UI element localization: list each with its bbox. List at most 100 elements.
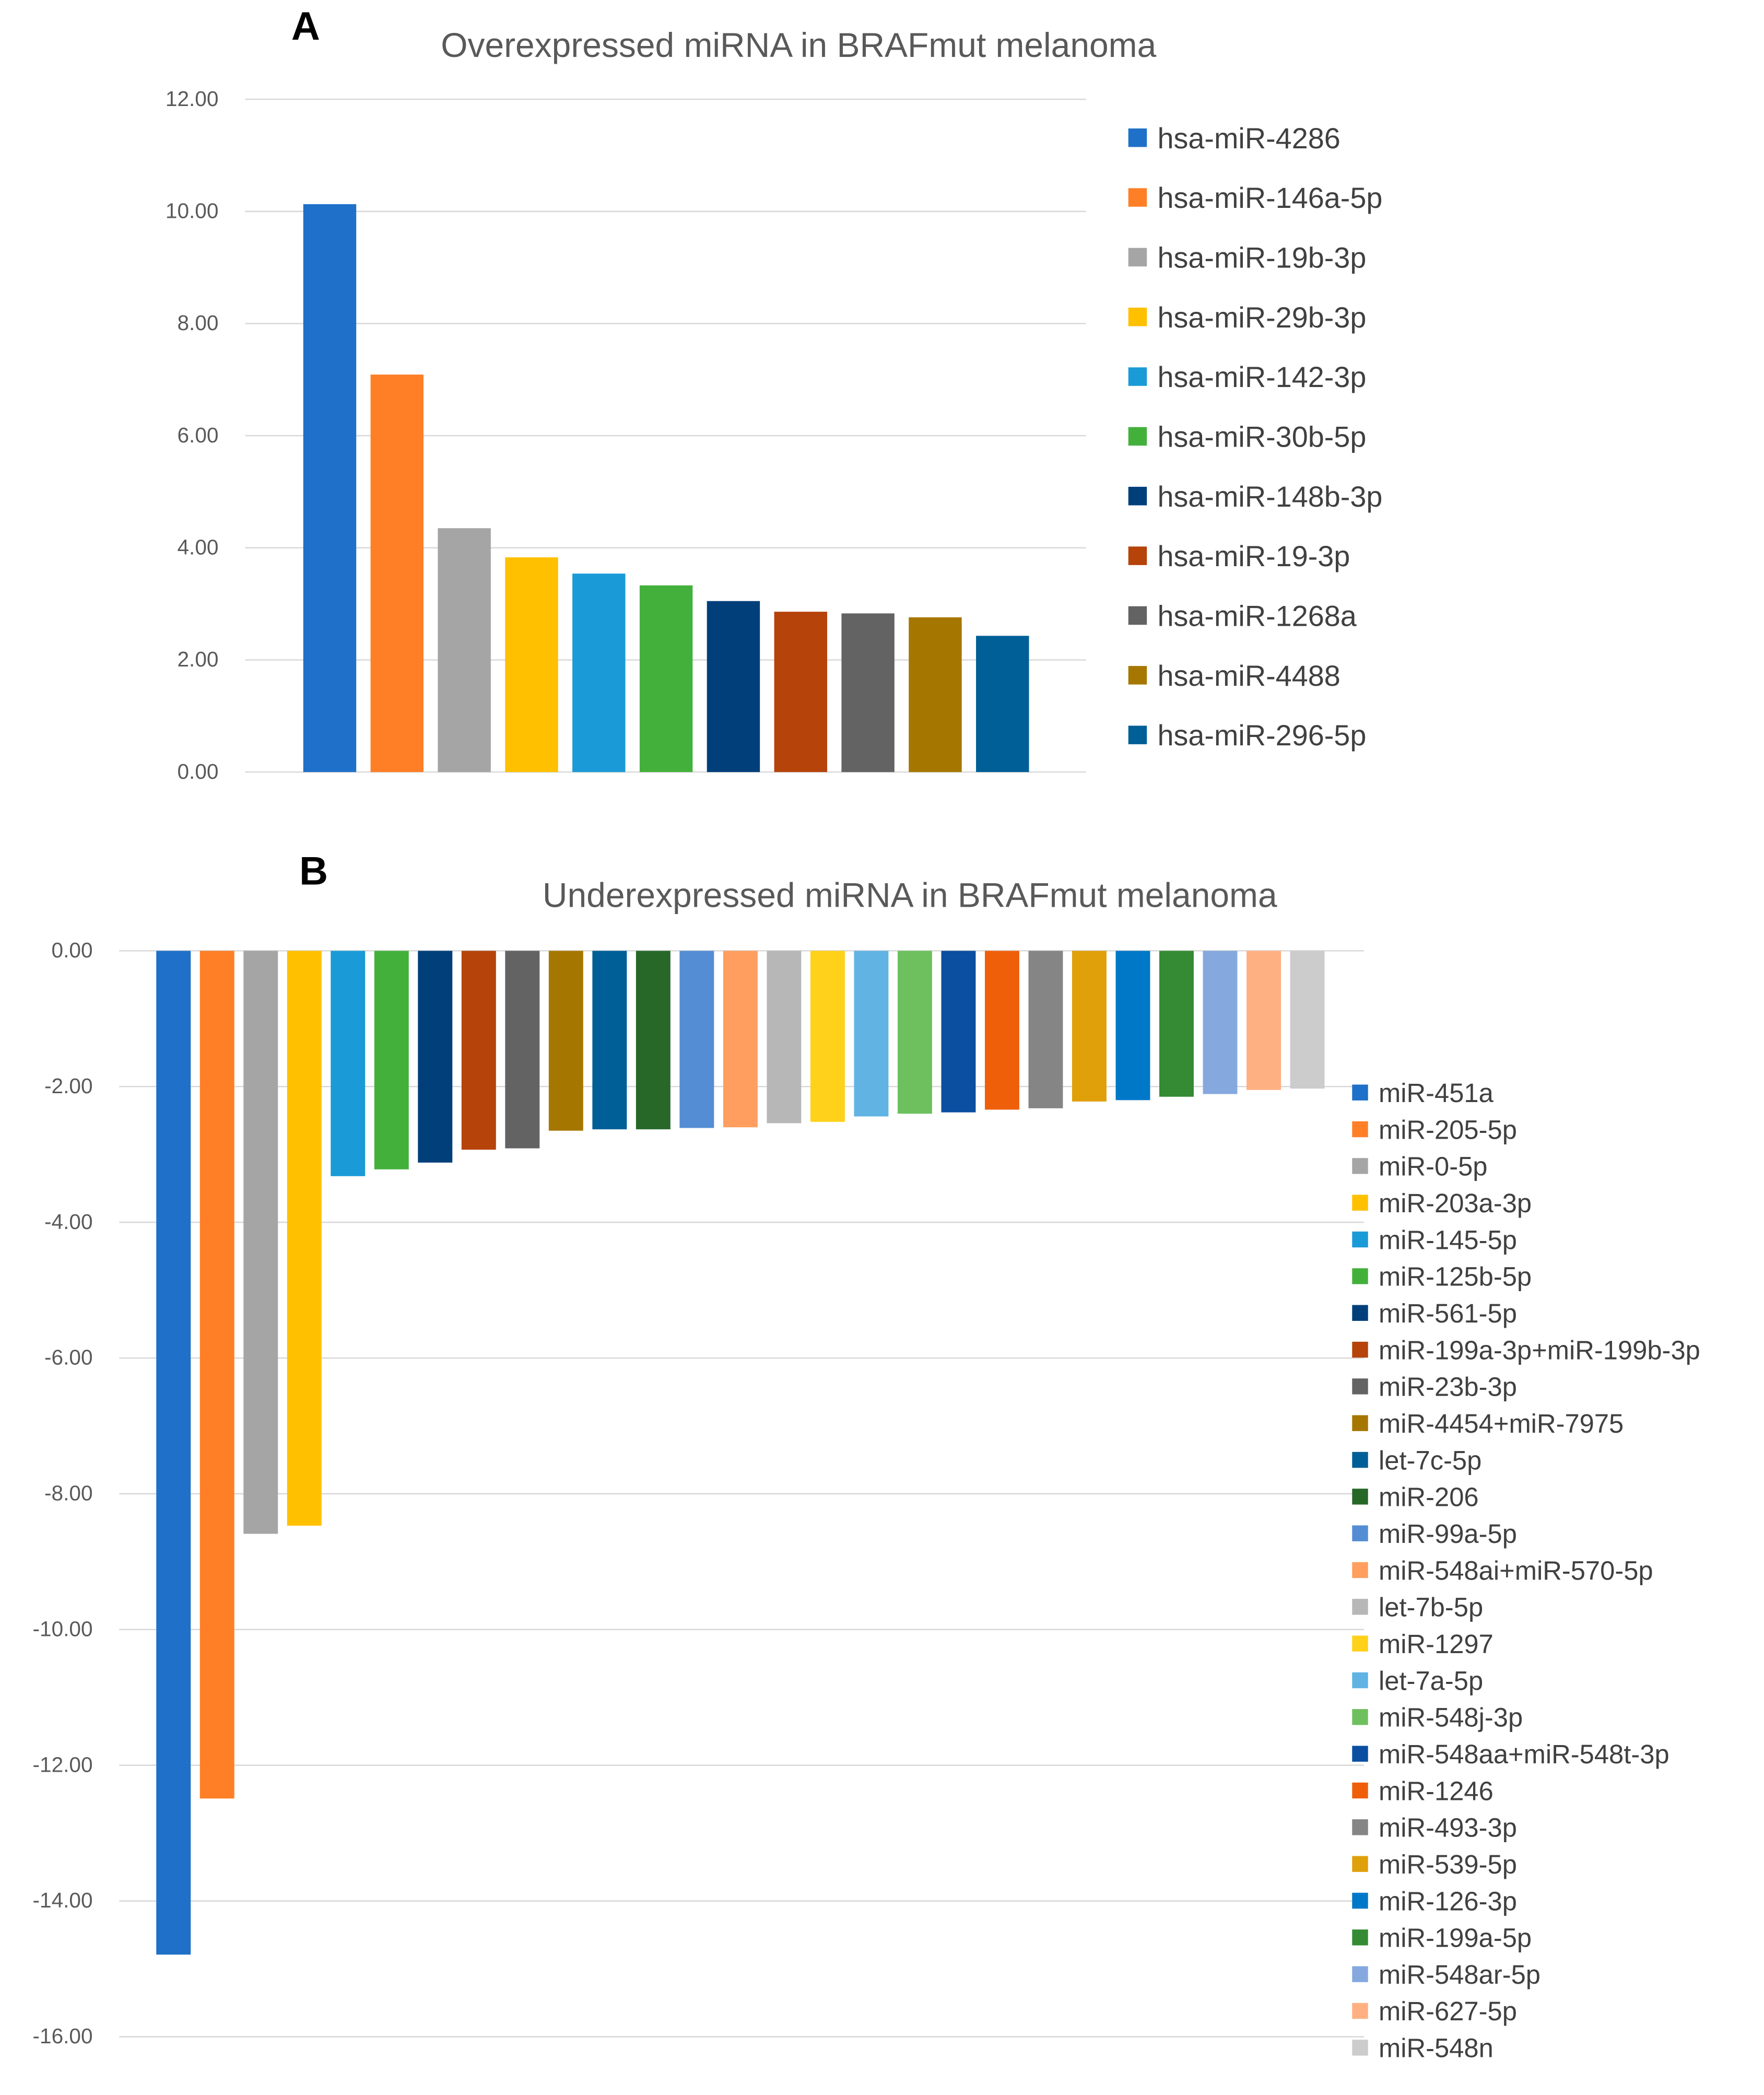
legend-label: miR-199a-5p [1379,1923,1532,1953]
legend-label: miR-493-3p [1379,1813,1517,1843]
legend-label: miR-548aa+miR-548t-3p [1379,1739,1669,1769]
bar-hsa-miR-19-3p [774,612,828,773]
legend-label: miR-548ai+miR-570-5p [1379,1555,1653,1585]
legend-swatch [1352,1635,1368,1652]
legend-swatch [1352,1599,1368,1615]
bar-miR-0-5p [243,951,278,1534]
legend-swatch [1128,546,1147,565]
legend-label: miR-1246 [1379,1776,1493,1806]
y-tick-label: 2.00 [177,647,218,671]
y-tick-label: 4.00 [177,535,218,559]
legend-label: miR-126-3p [1379,1886,1517,1916]
bar-miR-23b-3p [505,951,540,1149]
legend-swatch [1352,1121,1368,1138]
bar-miR-206 [636,951,671,1130]
legend-label: hsa-miR-19-3p [1157,540,1350,572]
bar-let-7b-5p [767,951,802,1123]
bar-hsa-miR-30b-5p [639,585,693,773]
legend-label: hsa-miR-1268a [1157,600,1357,633]
legend-label: miR-548ar-5p [1379,1960,1540,1989]
bar-miR-561-5p [418,951,453,1163]
legend-swatch [1128,188,1147,207]
y-tick-label: -12.00 [32,1752,92,1776]
y-tick-label: 0.00 [52,938,93,962]
bar-hsa-miR-4488 [909,617,962,773]
legend-label: miR-205-5p [1379,1115,1517,1144]
legend-swatch [1352,1452,1368,1468]
bar-miR-1297 [810,951,845,1122]
chart-a: 0.00 2.00 4.00 6.00 8.00 10.00 12.00 hsa-miR-42… [166,87,1382,783]
legend-label: miR-0-5p [1379,1152,1488,1181]
bar-hsa-miR-19b-3p [438,528,491,773]
chart-b: 0.00 -2.00 -4.00 -6.00 -8.00 -10.00 -12.00 -14.… [32,938,1700,2063]
bar-miR-1246 [984,951,1019,1110]
bar-miR-493-3p [1028,951,1063,1108]
legend-label: miR-561-5p [1379,1298,1517,1328]
legend-label: let-7b-5p [1379,1593,1483,1622]
legend-swatch [1352,1709,1368,1725]
bar-miR-199a-3p+miR-199b-3p [461,951,496,1150]
legend-swatch [1128,367,1147,386]
bar-miR-145-5p [331,951,366,1176]
y-tick-label: -10.00 [32,1617,92,1641]
bar-miR-126-3p [1115,951,1150,1101]
y-tick-label: -4.00 [44,1210,92,1234]
y-tick-label: -14.00 [32,1888,92,1912]
legend-swatch [1352,1231,1368,1248]
bar-miR-4454+miR-7975 [548,951,583,1131]
legend-label: miR-199a-3p+miR-199b-3p [1379,1335,1700,1365]
legend-swatch [1352,1415,1368,1431]
legend-swatch [1352,1856,1368,1872]
panel-label-b: B [299,849,328,894]
y-tick-label: 12.00 [166,87,219,111]
legend-swatch [1352,1341,1368,1358]
legend-label: let-7a-5p [1379,1666,1483,1695]
legend-swatch [1352,1746,1368,1762]
bar-hsa-miR-1268a [841,613,895,773]
bar-miR-99a-5p [679,951,714,1128]
bar-miR-548aa+miR-548t-3p [941,951,976,1113]
legend-label: miR-145-5p [1379,1225,1517,1255]
legend-swatch [1352,1782,1368,1799]
legend-swatch [1352,1966,1368,1982]
legend-swatch [1128,487,1147,506]
bar-hsa-miR-4286 [303,204,357,773]
bar-miR-548j-3p [897,951,932,1114]
legend-swatch [1128,307,1147,326]
legend-label: hsa-miR-19b-3p [1157,241,1366,274]
y-tick-label: 8.00 [177,311,218,335]
bar-let-7c-5p [592,951,627,1130]
legend-swatch [1352,1489,1368,1505]
bar-hsa-miR-148b-3p [707,601,760,773]
legend-swatch [1352,2040,1368,2056]
legend-label: hsa-miR-29b-3p [1157,301,1366,334]
legend-swatch [1352,1892,1368,1909]
legend-label: miR-4454+miR-7975 [1379,1409,1624,1438]
legend-swatch [1352,1268,1368,1284]
legend-swatch [1352,1562,1368,1578]
legend-label: hsa-miR-4488 [1157,660,1340,692]
bar-miR-451a [156,951,191,1955]
y-tick-label: -6.00 [44,1345,92,1370]
chart-b-title: Underexpressed miRNA in BRAFmut melanoma [543,876,1277,915]
bar-miR-199a-5p [1159,951,1194,1097]
bar-miR-548n [1290,951,1325,1089]
legend-label: miR-203a-3p [1379,1188,1532,1218]
legend-swatch [1128,248,1147,267]
legend-label: miR-1297 [1379,1629,1493,1659]
bar-miR-627-5p [1246,951,1281,1090]
legend-swatch [1352,1819,1368,1835]
bar-miR-203a-3p [287,951,322,1526]
y-tick-label: -2.00 [44,1074,92,1098]
bar-hsa-miR-142-3p [572,574,626,773]
legend-swatch [1128,725,1147,744]
legend-label: miR-206 [1379,1482,1479,1512]
legend-label: miR-451a [1379,1078,1494,1108]
legend-label: hsa-miR-4286 [1157,122,1340,155]
legend-swatch [1352,1525,1368,1541]
legend-label: miR-23b-3p [1379,1372,1517,1402]
legend-label: hsa-miR-296-5p [1157,719,1366,752]
bar-miR-548ai+miR-570-5p [723,951,758,1128]
y-tick-label: 0.00 [177,759,218,783]
